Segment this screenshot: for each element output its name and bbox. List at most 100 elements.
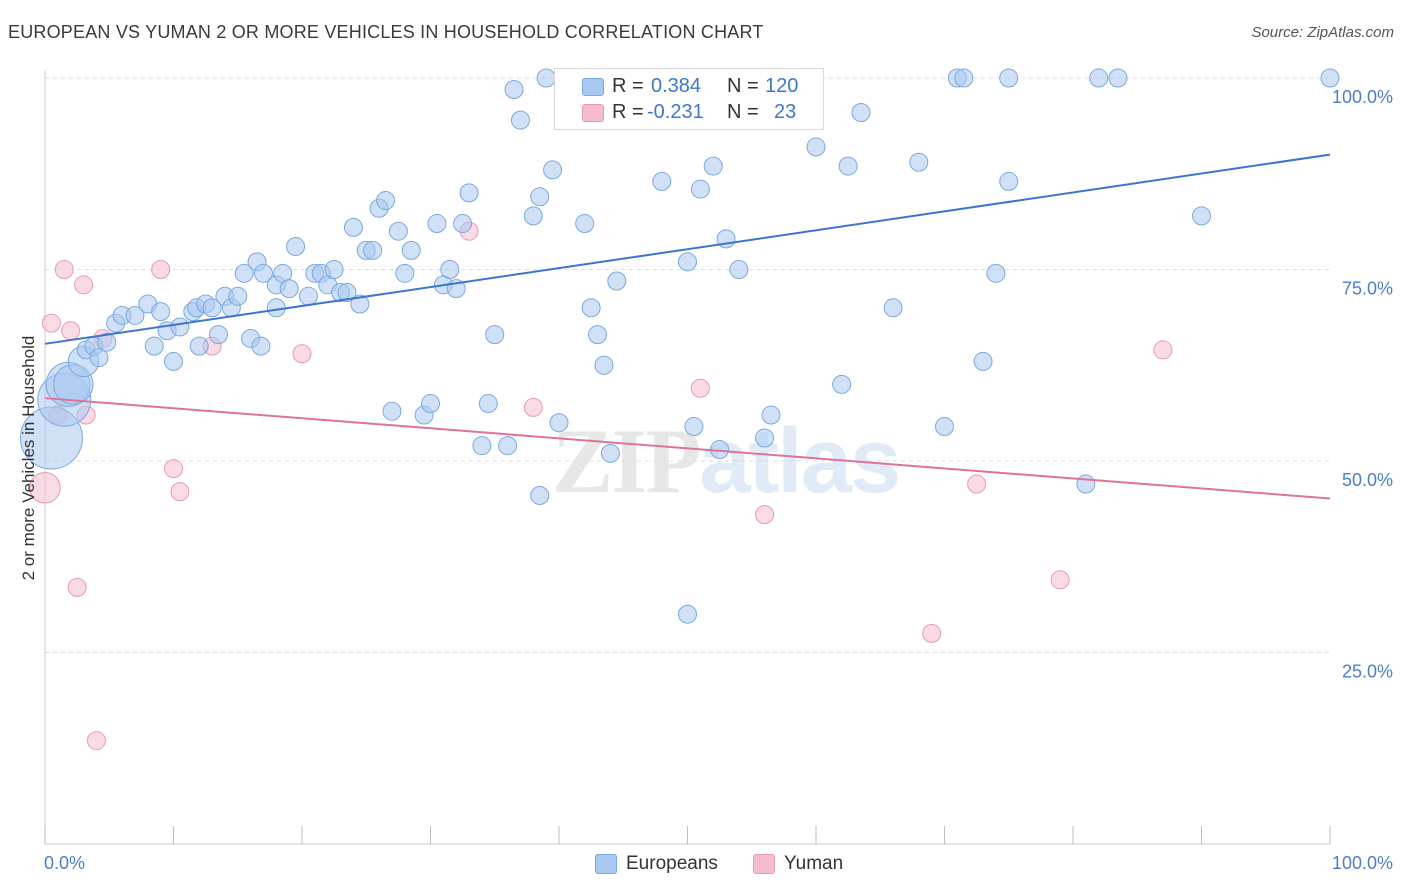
european-point xyxy=(253,263,273,283)
yuman-point xyxy=(67,577,87,597)
european-point xyxy=(125,305,145,325)
european-point xyxy=(504,79,524,99)
european-point xyxy=(350,294,370,314)
european-point xyxy=(376,191,396,211)
european-point xyxy=(530,485,550,505)
source-label: Source: ZipAtlas.com xyxy=(1251,24,1394,41)
european-point xyxy=(189,336,209,356)
legend-r-value: -0.231 xyxy=(647,101,704,123)
legend-row-europeans: R = 0.384 N = 120 xyxy=(555,75,823,101)
european-point xyxy=(973,351,993,371)
legend-yuman-swatch xyxy=(753,854,775,874)
yuman-point xyxy=(292,344,312,364)
european-point xyxy=(838,156,858,176)
y-tick-label: 25.0% xyxy=(1342,662,1393,682)
yuman-point xyxy=(1153,340,1173,360)
yuman-point xyxy=(29,472,61,504)
european-point xyxy=(89,348,109,368)
european-point xyxy=(478,394,498,414)
y-axis-title: 2 or more Vehicles in Household xyxy=(19,336,38,581)
european-point xyxy=(999,171,1019,191)
european-point xyxy=(388,221,408,241)
european-point xyxy=(208,325,228,345)
tick-labels: 25.0% 50.0% 75.0% 100.0% 0.0% 100.0% xyxy=(44,87,1393,873)
european-point xyxy=(1076,474,1096,494)
european-point xyxy=(607,271,627,291)
european-point xyxy=(97,332,117,352)
correlation-legend: R = 0.384 N = 120 R = -0.231 N = 23 xyxy=(554,68,824,130)
yuman-point xyxy=(164,459,183,479)
european-point xyxy=(1320,68,1340,88)
yuman-point xyxy=(967,474,987,494)
y-tick-label: 50.0% xyxy=(1342,470,1393,490)
european-point xyxy=(594,355,614,375)
european-point xyxy=(684,417,704,437)
chart-title: EUROPEAN VS YUMAN 2 OR MORE VEHICLES IN … xyxy=(8,22,764,42)
yuman-point xyxy=(41,313,61,333)
legend-n-label: N = xyxy=(727,75,759,97)
grid xyxy=(45,77,1330,653)
european-point xyxy=(690,179,710,199)
axes xyxy=(44,70,1331,845)
yuman-point xyxy=(523,397,543,417)
european-point xyxy=(986,263,1006,283)
european-point xyxy=(954,68,974,88)
european-point xyxy=(729,260,749,279)
european-point xyxy=(581,298,601,318)
european-point xyxy=(251,336,271,356)
european-point xyxy=(266,298,286,318)
european-point xyxy=(806,137,826,157)
legend-europeans-label: Europeans xyxy=(626,853,718,874)
european-point xyxy=(703,156,723,176)
yuman-point xyxy=(1050,570,1070,590)
legend-r-label: R = xyxy=(612,75,644,97)
european-point xyxy=(401,240,421,260)
european-point xyxy=(164,351,183,371)
europeans-trend-line xyxy=(44,153,1331,345)
legend-n-label: N = xyxy=(727,101,759,123)
european-point xyxy=(427,214,447,234)
european-point xyxy=(530,187,550,207)
european-point xyxy=(151,302,171,322)
european-point xyxy=(600,443,620,463)
european-point xyxy=(485,325,505,345)
yuman-point xyxy=(86,731,106,751)
european-point xyxy=(440,260,460,279)
european-point xyxy=(536,68,556,88)
european-point xyxy=(588,325,608,345)
european-point xyxy=(510,110,530,130)
european-point xyxy=(549,413,569,433)
legend-swatch-europeans xyxy=(582,78,604,96)
y-tick-label: 75.0% xyxy=(1342,279,1393,299)
european-point xyxy=(298,286,318,306)
european-point xyxy=(363,240,383,260)
legend-r-label: R = xyxy=(612,101,644,123)
yuman-point xyxy=(74,275,94,295)
european-point xyxy=(170,317,190,337)
european-point xyxy=(883,298,903,318)
yuman-trend-line xyxy=(44,397,1331,500)
x-tick-label: 100.0% xyxy=(1332,853,1393,873)
legend-europeans-swatch xyxy=(595,854,617,874)
x-tick-label: 0.0% xyxy=(44,853,85,873)
european-point xyxy=(144,336,164,356)
european-point xyxy=(382,401,402,421)
series-legend: Europeans Yuman xyxy=(0,851,1406,879)
european-point xyxy=(337,282,357,302)
legend-n-value: 120 xyxy=(765,75,799,97)
legend-n-value: 23 xyxy=(774,101,797,123)
yuman-point xyxy=(922,623,942,643)
european-point xyxy=(523,206,543,226)
series-europeans xyxy=(19,68,1340,624)
european-point xyxy=(543,160,563,180)
trend-lines xyxy=(44,153,1331,500)
yuman-point xyxy=(755,505,775,525)
european-point xyxy=(498,436,518,456)
european-point xyxy=(453,214,473,234)
european-point xyxy=(279,279,299,299)
european-point xyxy=(343,217,363,237)
european-point xyxy=(459,183,479,203)
european-point xyxy=(324,260,344,279)
watermark: ZIPatlas xyxy=(552,408,901,514)
